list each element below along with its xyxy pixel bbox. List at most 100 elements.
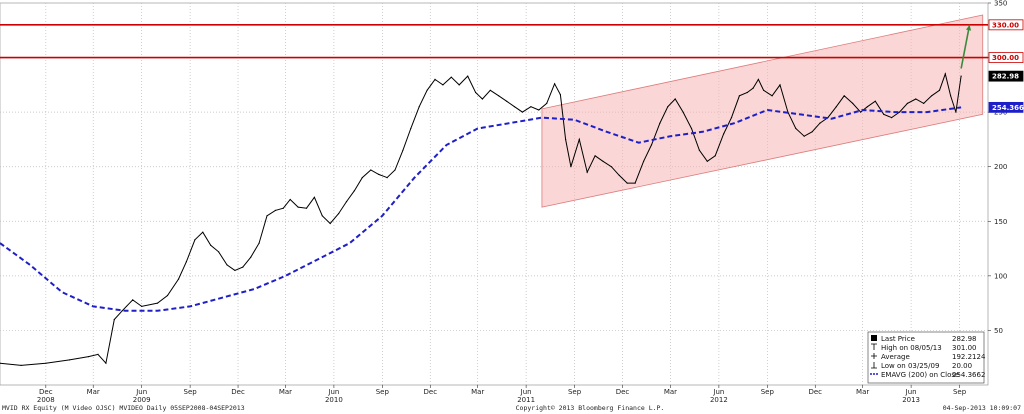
price-point: [68, 359, 71, 361]
price-point: [594, 155, 596, 157]
price-point: [210, 244, 212, 246]
x-year-label: 2012: [710, 396, 728, 404]
legend-square-icon: [871, 335, 877, 341]
x-month-label: Sep: [953, 388, 967, 396]
price-point: [378, 173, 380, 175]
value-tags: 330.00 300.00 282.98 254.3662: [988, 19, 1024, 113]
legend-low-icon: [871, 362, 877, 369]
price-point: [667, 106, 669, 108]
value-tag-label: 282.98: [992, 73, 1019, 81]
price-point: [898, 111, 901, 113]
price-point: [434, 78, 436, 80]
x-month-label: Dec: [231, 388, 245, 396]
price-point: [530, 106, 532, 108]
footer-center: Copyright© 2013 Bloomberg Finance L.P.: [516, 404, 665, 412]
price-point: [843, 95, 845, 97]
legend-high-icon: [871, 343, 877, 350]
y-tick-label: 350: [994, 0, 1007, 8]
price-point: [763, 89, 765, 91]
price-point: [297, 206, 299, 208]
price-point: [950, 95, 952, 97]
price-point: [546, 102, 548, 104]
x-month-label: Dec: [39, 388, 53, 396]
price-point: [706, 160, 708, 162]
price-point: [643, 160, 645, 162]
x-month-label: Jun: [905, 388, 917, 396]
price-point: [730, 117, 733, 119]
x-month-label: Mar: [279, 388, 292, 396]
price-point: [386, 177, 388, 179]
value-tag-label: 254.3662: [992, 104, 1024, 112]
price-point: [906, 102, 909, 104]
price-point: [498, 95, 500, 97]
price-point: [757, 78, 760, 80]
price-point: [835, 106, 837, 108]
x-month-label: Mar: [664, 388, 677, 396]
price-point: [329, 222, 331, 225]
value-tag-box: [988, 101, 1024, 113]
x-axis: Dec Mar Jun Sep Dec Mar Jun Sep Dec Mar Jun Sep Dec M…: [37, 385, 967, 404]
price-point: [746, 91, 748, 94]
price-point: [313, 196, 315, 198]
price-point: [578, 138, 580, 140]
price-point: [282, 207, 284, 209]
projection-arrow: [960, 24, 972, 69]
legend-label: EMAVG (200) on Close: [881, 371, 959, 379]
legend-value: 254.3662: [952, 371, 985, 379]
price-point: [105, 362, 107, 364]
price-point: [166, 294, 169, 297]
price-point: [659, 122, 661, 124]
price-point: [771, 95, 773, 97]
price-point: [874, 100, 876, 102]
price-point: [538, 109, 540, 111]
price-point: [353, 190, 355, 192]
price-point: [650, 144, 653, 146]
price-point: [0, 362, 1, 364]
price-point: [506, 100, 508, 102]
legend-box: [867, 331, 985, 384]
price-point: [242, 266, 244, 268]
legend-value: 20.00: [952, 362, 972, 370]
price-point: [723, 133, 725, 135]
price-point: [121, 310, 123, 312]
price-point: [513, 106, 516, 108]
footer-left: MVID RX Equity (M Video OJSC) MVIDEO Dai…: [2, 404, 245, 412]
price-point: [521, 111, 524, 113]
price-point: [185, 261, 187, 263]
x-month-label: Mar: [87, 388, 100, 396]
footer: MVID RX Equity (M Video OJSC) MVIDEO Dai…: [2, 404, 1021, 412]
price-point: [931, 95, 933, 97]
price-point: [113, 318, 115, 321]
x-year-label: 2011: [517, 396, 535, 404]
price-point: [610, 166, 613, 168]
price-point: [634, 182, 636, 184]
footer-right: 04-Sep-2013 10:09:07: [943, 404, 1021, 412]
x-month-label: Dec: [616, 388, 630, 396]
price-point: [866, 106, 869, 108]
price-point: [960, 75, 962, 77]
y-axis: 50100150200250300350: [988, 0, 1007, 335]
value-tag-label: 300.00: [992, 54, 1019, 62]
price-point: [410, 127, 412, 130]
legend-value: 282.98: [952, 335, 977, 343]
legend-label: Last Price: [881, 335, 915, 343]
price-point: [891, 117, 893, 119]
x-year-label: 2008: [37, 396, 55, 404]
price-point: [305, 207, 308, 209]
resistance-lines: [0, 24, 988, 59]
arrow-shaft: [960, 24, 971, 69]
legend-average-icon: [871, 353, 877, 359]
price-point: [795, 127, 797, 130]
price-point: [458, 84, 460, 86]
price-point: [602, 160, 604, 162]
price-point: [738, 95, 741, 97]
price-point: [141, 305, 143, 307]
x-month-label: Jun: [520, 388, 532, 396]
legend-label: Average: [881, 353, 910, 361]
x-month-label: Sep: [568, 388, 582, 396]
value-tag-box: [988, 19, 1024, 31]
x-month-label: Sep: [184, 388, 198, 396]
legend-label: High on 08/05/13: [881, 344, 942, 352]
price-point: [20, 364, 22, 366]
x-month-label: Dec: [808, 388, 822, 396]
